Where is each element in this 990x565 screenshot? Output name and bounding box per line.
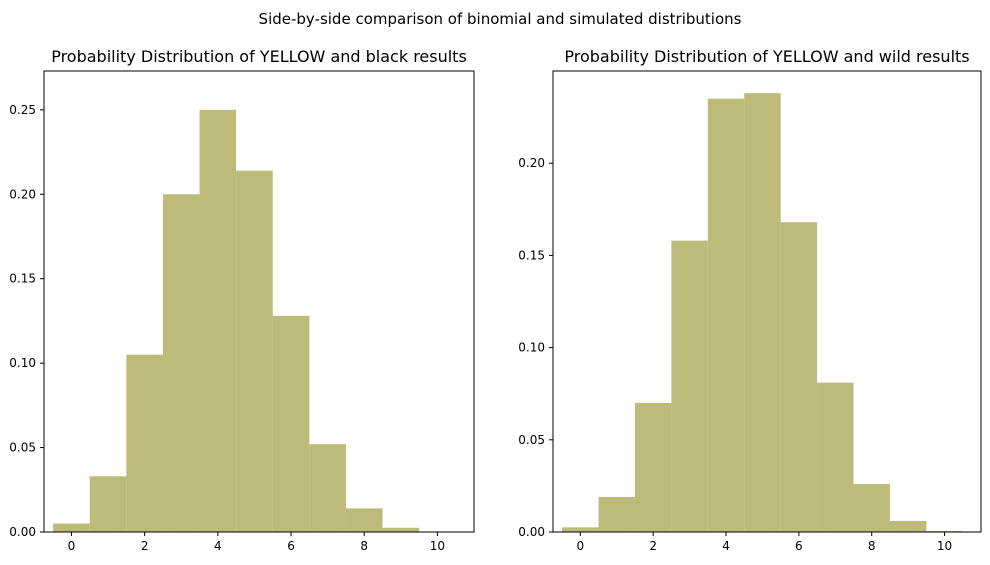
right-y-tick-label: 0.05	[518, 433, 545, 447]
left-bar-4	[199, 109, 237, 532]
left-bar-0	[53, 523, 90, 532]
right-x-tick-label: 6	[795, 539, 803, 553]
right-y-tick-label: 0.00	[518, 525, 545, 539]
right-bar-4	[707, 98, 745, 532]
right-y-tick-label: 0.20	[518, 156, 545, 170]
left-bar-5	[236, 170, 273, 532]
left-bar-1	[89, 476, 127, 532]
left-x-tick-label: 10	[430, 539, 445, 553]
left-x-tick-label: 4	[214, 539, 222, 553]
left-bar-6	[272, 315, 310, 532]
right-chart-title: Probability Distribution of YELLOW and w…	[564, 47, 969, 66]
left-bar-9	[382, 527, 420, 532]
right-bar-7	[817, 382, 854, 532]
right-y-tick-label: 0.10	[518, 341, 545, 355]
left-y-tick-label: 0.05	[9, 441, 36, 455]
left-bar-7	[309, 444, 346, 532]
right-bar-9	[889, 520, 927, 532]
left-x-tick-label: 2	[141, 539, 149, 553]
right-x-tick-label: 8	[868, 539, 876, 553]
right-bar-8	[853, 484, 890, 532]
left-x-tick-label: 8	[360, 539, 368, 553]
right-x-tick-label: 10	[937, 539, 952, 553]
right-bar-0	[562, 527, 599, 532]
right-bar-3	[671, 240, 708, 532]
right-bar-1	[598, 496, 635, 532]
right-axes-frame	[552, 70, 982, 533]
left-axes-frame	[43, 70, 475, 533]
left-y-tick-label: 0.10	[9, 356, 36, 370]
left-y-tick-label: 0.15	[9, 272, 36, 286]
left-y-tick-label: 0.00	[9, 525, 36, 539]
left-y-tick-label: 0.25	[9, 103, 36, 117]
right-x-tick-label: 4	[722, 539, 730, 553]
left-y-tick-label: 0.20	[9, 187, 36, 201]
right-x-tick-label: 2	[649, 539, 657, 553]
right-x-tick-label: 0	[576, 539, 584, 553]
left-bar-3	[162, 194, 200, 532]
right-chart-panel: Probability Distribution of YELLOW and w…	[518, 47, 982, 553]
right-bar-5	[744, 93, 781, 533]
left-chart-panel: Probability Distribution of YELLOW and b…	[9, 47, 475, 553]
left-bar-2	[126, 354, 163, 532]
left-bar-8	[345, 508, 383, 532]
left-x-tick-label: 0	[68, 539, 76, 553]
right-bar-6	[780, 222, 818, 532]
right-bar-2	[634, 402, 672, 532]
left-chart-title: Probability Distribution of YELLOW and b…	[51, 47, 467, 66]
figure-suptitle: Side-by-side comparison of binomial and …	[259, 10, 742, 28]
left-x-tick-label: 6	[287, 539, 295, 553]
right-y-tick-label: 0.15	[518, 248, 545, 262]
